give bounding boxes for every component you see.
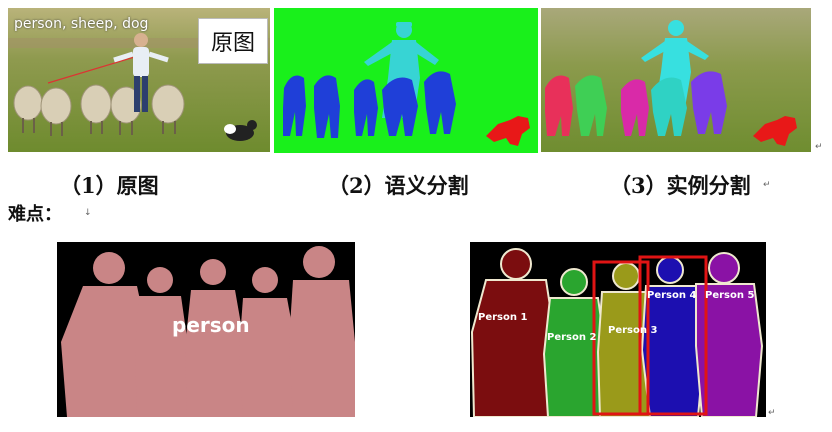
caption-semantic: （2）语义分割 — [328, 173, 469, 198]
caption-instance: （3）实例分割 — [610, 173, 751, 198]
instance-segmentation-panel — [541, 8, 811, 152]
instance-label-2: Person 2 — [547, 332, 597, 343]
paragraph-mark: ↵ — [815, 142, 823, 152]
instance-label-3: Person 3 — [608, 325, 658, 336]
original-tag: person, sheep, dog — [14, 16, 149, 32]
semantic-segmentation-panel — [274, 8, 538, 153]
paragraph-mark: ↵ — [768, 408, 776, 418]
instance-label-5: Person 5 — [705, 290, 755, 301]
paragraph-mark: ↓ — [84, 208, 92, 218]
instance-person-masks — [470, 242, 766, 417]
semantic-person-mask — [57, 242, 355, 417]
instance-label-4: Person 4 — [647, 290, 697, 301]
paragraph-mark: ↵ — [763, 180, 771, 190]
semantic-person-label: person — [172, 313, 250, 337]
original-label: 原图 — [198, 18, 268, 64]
instance-label-1: Person 1 — [478, 312, 528, 323]
difficulty-heading: 难点： — [8, 204, 62, 225]
caption-original: （1）原图 — [60, 173, 159, 198]
